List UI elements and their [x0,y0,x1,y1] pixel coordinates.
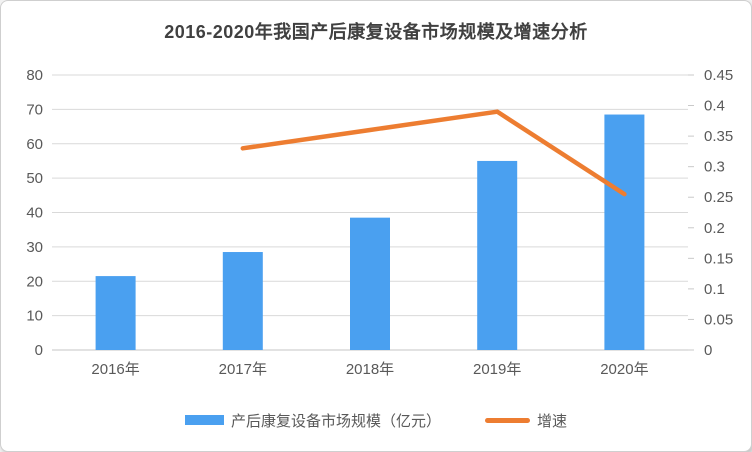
left-axis-tick-label: 10 [26,308,43,325]
right-axis-tick-label: 0.1 [704,281,725,298]
left-axis-tick-label: 20 [26,273,43,290]
growth-line [240,109,627,197]
x-axis-category-label: 2018年 [346,361,394,378]
left-axis-tick-label: 80 [26,67,43,84]
x-axis-category-label: 2020年 [600,361,648,378]
left-axis-tick-label: 60 [26,136,43,153]
right-axis-tick-label: 0.2 [704,220,725,237]
left-axis-tick-label: 0 [35,342,43,359]
right-axis-tick-label: 0.3 [704,159,725,176]
right-axis-tick-label: 0.45 [704,67,733,84]
bar-2018年 [350,217,390,350]
right-axis-tick-label: 0.15 [704,250,733,267]
legend-label-growth: 增速 [537,412,568,430]
x-axis-category-label: 2016年 [91,361,139,378]
line-series-swatch [485,417,530,423]
right-axis-tick-label: 0.05 [704,311,733,328]
legend-label-market-size: 产后康复设备市场规模（亿元） [230,412,441,430]
bar-2019年 [477,160,518,350]
bar-2017年 [222,252,263,350]
bar-2020年 [604,114,645,350]
right-axis-tick-label: 0.25 [704,189,733,206]
legend-item-market-size: 产后康复设备市场规模（亿元） [184,410,441,431]
x-axis-category-label: 2019年 [473,361,521,378]
x-axis-category-label: 2017年 [219,361,267,378]
chart-legend: 产后康复设备市场规模（亿元） 增速 [1,407,751,433]
legend-item-growth: 增速 [485,410,567,431]
left-axis-tick-label: 40 [26,205,43,222]
bar-series-swatch [184,415,224,425]
left-axis-tick-label: 50 [26,170,43,187]
right-axis-tick-label: 0 [704,342,712,359]
right-axis-tick-label: 0.35 [704,128,733,145]
right-axis-tick-label: 0.4 [704,98,725,115]
left-axis-tick-label: 30 [26,239,43,256]
bar-2016年 [95,276,136,350]
left-axis-tick-label: 70 [26,101,43,118]
chart-title: 2016-2020年我国产后康复设备市场规模及增速分析 [164,22,588,42]
